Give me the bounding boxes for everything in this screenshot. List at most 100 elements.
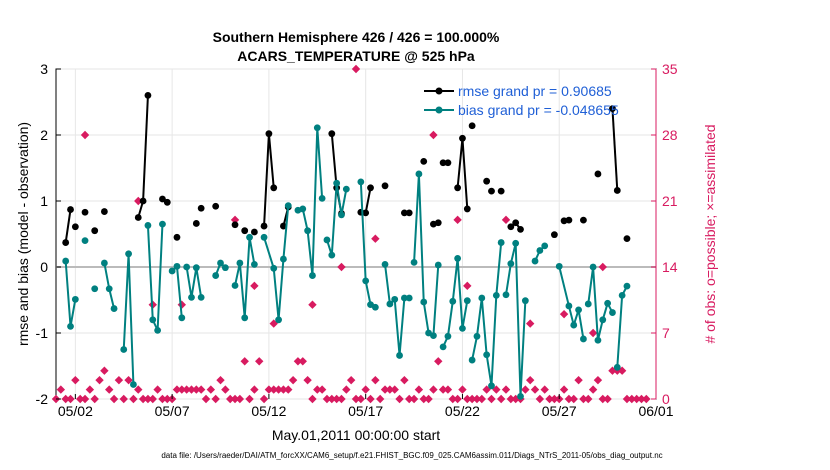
- bias-point: [284, 202, 292, 210]
- x-tick-label: 05/12: [251, 403, 286, 419]
- obs-possible-marker: [472, 394, 482, 404]
- obs-possible-marker: [511, 394, 520, 404]
- obs-possible-marker: [579, 394, 588, 404]
- obs-assimilated-marker: [429, 130, 438, 140]
- obs-assimilated-marker: [453, 215, 462, 225]
- obs-possible-marker: [545, 394, 554, 404]
- rmse-point: [159, 195, 166, 203]
- bias-point: [444, 332, 452, 340]
- bias-point: [609, 309, 616, 316]
- obs-possible-marker: [75, 394, 85, 404]
- rmse-point: [212, 202, 220, 210]
- rmse-point: [265, 130, 273, 138]
- bias-point: [400, 294, 408, 302]
- rmse-point: [483, 177, 491, 185]
- obs-possible-marker: [559, 385, 569, 394]
- obs-assimilated-marker: [559, 309, 569, 319]
- obs-possible-marker: [564, 394, 574, 404]
- rmse-point: [488, 187, 495, 195]
- rmse-point: [517, 225, 524, 233]
- obs-possible-marker: [148, 394, 157, 404]
- obs-possible-marker: [588, 385, 598, 394]
- bias-point: [565, 302, 573, 310]
- obs-possible-marker: [598, 394, 607, 404]
- bias-point: [410, 258, 418, 266]
- rmse-point: [444, 159, 452, 167]
- bias-point: [125, 250, 132, 258]
- rmse-point: [91, 227, 99, 235]
- bias-point: [594, 336, 602, 344]
- obs-possible-marker: [351, 394, 361, 404]
- bias-point: [149, 316, 157, 324]
- bias-point: [483, 351, 491, 359]
- legend-bias-marker: [435, 106, 443, 114]
- obs-possible-marker: [409, 394, 419, 404]
- bias-point: [91, 285, 99, 293]
- bias-point: [454, 255, 462, 262]
- rmse-point: [260, 222, 268, 230]
- rmse-point: [507, 223, 515, 231]
- obs-possible-marker: [400, 375, 409, 385]
- y-axis-label-left: rmse and bias (model - observation): [15, 122, 31, 346]
- obs-assimilated-marker: [463, 281, 472, 291]
- bias-point: [575, 306, 582, 314]
- bias-point: [618, 291, 626, 299]
- bias-point: [584, 300, 592, 308]
- rmse-point: [71, 223, 79, 231]
- obs-possible-marker: [477, 394, 487, 404]
- obs-possible-marker: [390, 385, 399, 394]
- obs-assimilated-marker: [308, 300, 317, 309]
- rmse-point: [62, 239, 70, 246]
- bias-point: [154, 326, 162, 334]
- bias-point: [599, 316, 607, 324]
- rmse-point: [497, 187, 505, 195]
- obs-assimilated-marker: [525, 319, 535, 328]
- obs-possible-marker: [143, 394, 153, 404]
- obs-possible-marker: [438, 385, 448, 394]
- bias-point: [260, 233, 268, 241]
- obs-possible-marker: [95, 375, 104, 385]
- bias-point: [512, 239, 520, 247]
- obs-possible-marker: [443, 385, 453, 394]
- obs-possible-marker: [245, 394, 254, 404]
- bias-point: [478, 294, 486, 302]
- rmse-point: [594, 170, 602, 178]
- obs-assimilated-marker: [351, 64, 361, 74]
- legend-bias-text: bias grand pr = -0.048655: [458, 102, 619, 118]
- obs-possible-marker: [487, 394, 496, 404]
- obs-possible-marker: [593, 375, 603, 385]
- rmse-line-segment: [64, 209, 72, 243]
- obs-possible-marker: [206, 385, 216, 394]
- obs-possible-marker: [298, 357, 307, 366]
- rmse-point: [144, 92, 152, 99]
- bias-point: [386, 300, 394, 308]
- obs-possible-marker: [584, 394, 593, 404]
- obs-possible-marker: [550, 394, 559, 404]
- bias-point: [144, 222, 152, 229]
- bias-point: [236, 259, 244, 267]
- y-tick-label-right: 14: [662, 259, 678, 275]
- obs-possible-marker: [201, 394, 211, 404]
- obs-possible-marker: [467, 394, 477, 404]
- obs-possible-marker: [308, 394, 317, 404]
- bias-point: [405, 294, 413, 302]
- obs-assimilated-marker: [588, 328, 598, 338]
- obs-possible-marker: [187, 385, 196, 394]
- obs-possible-marker: [129, 394, 138, 404]
- y-tick-label-left: 1: [40, 193, 48, 209]
- obs-possible-marker: [380, 385, 390, 394]
- bias-point: [342, 185, 350, 193]
- obs-possible-marker: [506, 394, 516, 404]
- bias-point: [120, 346, 128, 353]
- bias-point: [362, 277, 370, 285]
- obs-possible-marker: [453, 394, 462, 404]
- bias-point: [434, 261, 442, 269]
- x-tick-label: 05/02: [58, 403, 93, 419]
- rmse-point: [192, 220, 200, 227]
- obs-possible-marker: [124, 375, 133, 385]
- obs-possible-marker: [269, 385, 278, 394]
- obs-possible-marker: [448, 394, 457, 404]
- obs-assimilated-marker: [598, 262, 607, 272]
- obs-possible-marker: [332, 394, 341, 404]
- bias-point: [159, 220, 166, 228]
